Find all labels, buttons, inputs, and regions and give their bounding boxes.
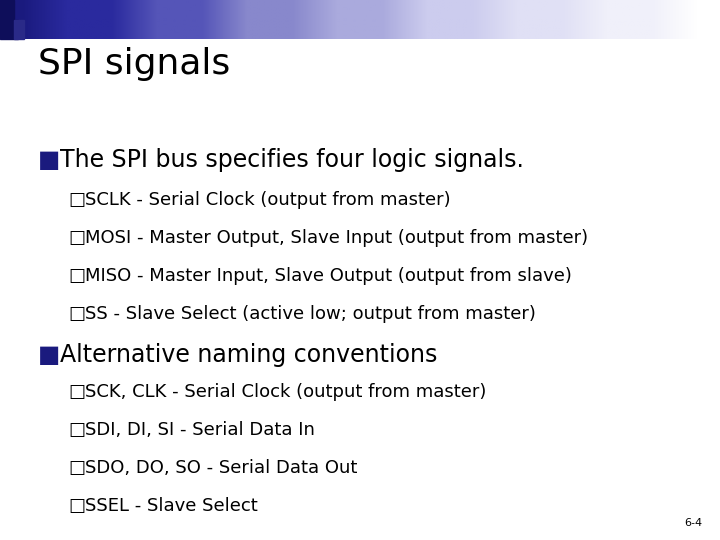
- Text: SCLK - Serial Clock (output from master): SCLK - Serial Clock (output from master): [85, 191, 451, 209]
- Text: □: □: [68, 421, 85, 439]
- Text: SS - Slave Select (active low; output from master): SS - Slave Select (active low; output fr…: [85, 305, 536, 323]
- Text: ■: ■: [38, 343, 60, 367]
- Text: □: □: [68, 305, 85, 323]
- Text: MISO - Master Input, Slave Output (output from slave): MISO - Master Input, Slave Output (outpu…: [85, 267, 572, 285]
- Text: □: □: [68, 191, 85, 209]
- Text: SDI, DI, SI - Serial Data In: SDI, DI, SI - Serial Data In: [85, 421, 315, 439]
- Text: MOSI - Master Output, Slave Input (output from master): MOSI - Master Output, Slave Input (outpu…: [85, 229, 588, 247]
- Bar: [0, 0, 14, 19]
- Text: The SPI bus specifies four logic signals.: The SPI bus specifies four logic signals…: [60, 148, 524, 172]
- Text: □: □: [68, 267, 85, 285]
- Text: □: □: [68, 497, 85, 515]
- Text: SDO, DO, SO - Serial Data Out: SDO, DO, SO - Serial Data Out: [85, 459, 357, 477]
- Text: SPI signals: SPI signals: [38, 47, 230, 81]
- Text: ■: ■: [38, 148, 60, 172]
- Text: □: □: [68, 459, 85, 477]
- Text: □: □: [68, 383, 85, 401]
- Bar: [14, 20, 24, 39]
- Bar: [0, 20, 18, 39]
- Text: SSEL - Slave Select: SSEL - Slave Select: [85, 497, 258, 515]
- Text: □: □: [68, 229, 85, 247]
- Text: SCK, CLK - Serial Clock (output from master): SCK, CLK - Serial Clock (output from mas…: [85, 383, 487, 401]
- Text: Alternative naming conventions: Alternative naming conventions: [60, 343, 437, 367]
- Text: 6-4: 6-4: [684, 518, 702, 528]
